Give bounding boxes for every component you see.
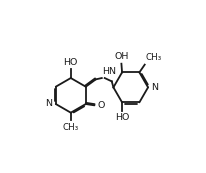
- Text: CH₃: CH₃: [145, 53, 161, 62]
- Text: N: N: [45, 99, 52, 108]
- Text: HO: HO: [63, 58, 78, 67]
- Text: CH₃: CH₃: [62, 123, 78, 132]
- Text: HO: HO: [114, 113, 129, 122]
- Text: HN: HN: [102, 67, 116, 76]
- Text: OH: OH: [114, 52, 128, 61]
- Text: N: N: [150, 83, 157, 92]
- Text: O: O: [97, 101, 104, 110]
